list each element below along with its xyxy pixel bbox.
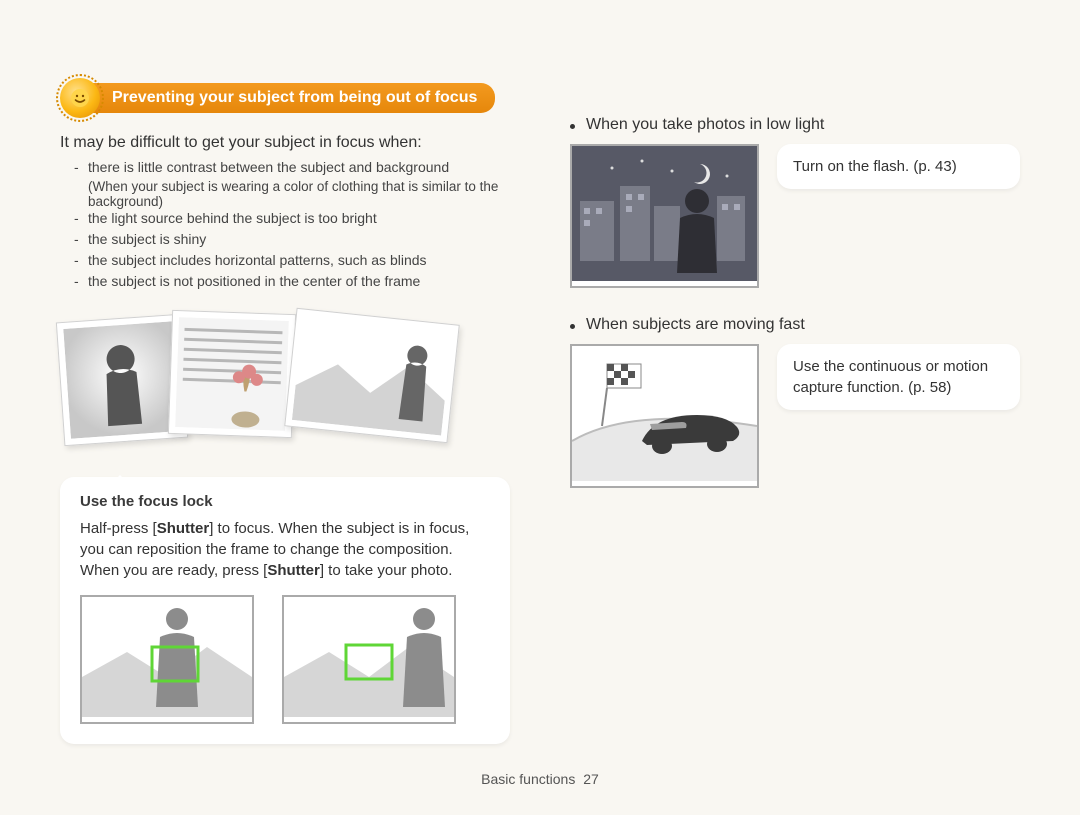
callout-body: Half-press [Shutter] to focus. When the … — [80, 518, 490, 581]
shutter-key: Shutter — [157, 520, 210, 537]
example-photo-strip — [60, 310, 510, 455]
tip-bubble: Turn on the flash. (p. 43) — [777, 144, 1020, 189]
reason-item: there is little contrast between the sub… — [74, 158, 510, 177]
tip-lowlight: When you take photos in low light Turn o… — [570, 116, 1020, 288]
focus-lock-examples — [80, 595, 490, 724]
reasons-list: there is little contrast between the sub… — [74, 158, 510, 290]
right-column: When you take photos in low light Turn o… — [570, 78, 1020, 744]
tip-bubble: Use the continuous or motion capture fun… — [777, 344, 1020, 410]
reason-item: the light source behind the subject is t… — [74, 209, 510, 228]
focus-before — [80, 595, 254, 724]
left-column: Preventing your subject from being out o… — [60, 78, 510, 744]
focus-lock-callout: Use the focus lock Half-press [Shutter] … — [60, 477, 510, 744]
text-fragment: Half-press — [80, 520, 153, 537]
example-frame-offcenter — [284, 308, 460, 443]
section-title: Preventing your subject from being out o… — [92, 83, 495, 113]
section-header: Preventing your subject from being out o… — [60, 78, 510, 118]
tip-motion: When subjects are moving fast Use the co… — [570, 316, 1020, 488]
page-footer: Basic functions 27 — [0, 771, 1080, 787]
bullet-text: When you take photos in low light — [570, 116, 1020, 134]
text-fragment: to take your photo. — [324, 562, 452, 579]
bullet-text: When subjects are moving fast — [570, 316, 1020, 334]
shutter-key: Shutter — [267, 562, 320, 579]
motion-illustration — [570, 344, 759, 488]
reason-item: the subject is not positioned in the cen… — [74, 272, 510, 291]
example-frame-blinds — [168, 310, 296, 438]
focus-after — [282, 595, 456, 724]
tip-badge-icon — [60, 78, 100, 118]
footer-section: Basic functions — [481, 771, 575, 787]
callout-title: Use the focus lock — [80, 493, 490, 510]
reason-subnote: (When your subject is wearing a color of… — [74, 179, 510, 209]
reason-item: the subject is shiny — [74, 230, 510, 249]
reason-item: the subject includes horizontal patterns… — [74, 251, 510, 270]
intro-text: It may be difficult to get your subject … — [60, 134, 510, 152]
lowlight-illustration — [570, 144, 759, 288]
footer-page-number: 27 — [583, 771, 599, 787]
